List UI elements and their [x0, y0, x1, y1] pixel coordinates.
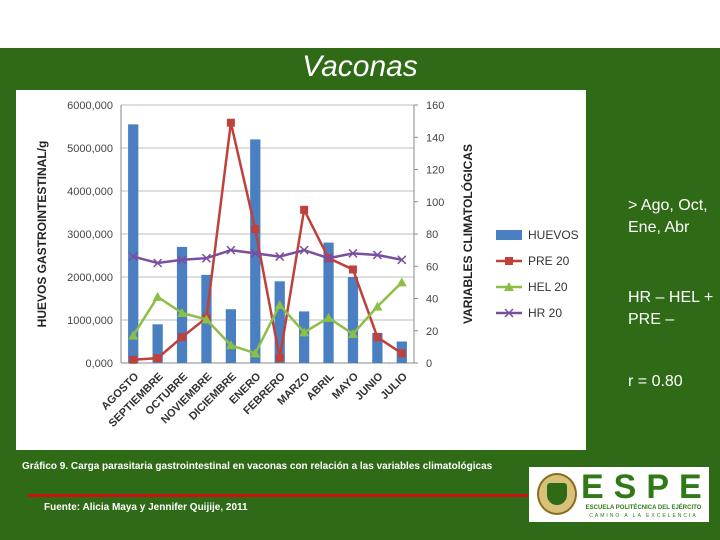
point-hr-20 — [177, 255, 187, 265]
espe-logo: ESPE ESCUELA POLITÉCNICA DEL EJÉRCITO CA… — [529, 467, 709, 522]
point-hel-20 — [299, 327, 310, 337]
point-hel-20 — [201, 314, 212, 324]
point-hr-20 — [128, 252, 138, 262]
x-category-label: ABRIL — [304, 370, 336, 402]
x-category-label: JUNIO — [353, 370, 386, 403]
legend-swatch-huevos — [496, 230, 522, 240]
point-pre-20 — [348, 265, 357, 274]
point-pre-20 — [373, 333, 382, 342]
point-hel-20 — [152, 291, 163, 301]
chart-caption: Gráfico 9. Carga parasitaria gastrointes… — [22, 461, 493, 472]
point-pre-20 — [178, 333, 187, 342]
seal-icon — [537, 473, 577, 515]
y-left-tick-label: 3000,000 — [67, 229, 113, 241]
point-hr-20 — [372, 250, 382, 260]
point-pre-20 — [251, 225, 260, 234]
logo-line1: ESCUELA POLITÉCNICA DEL EJÉRCITO — [585, 505, 702, 511]
line-pre-20 — [133, 122, 403, 362]
point-hel-20 — [372, 301, 383, 311]
legend-label-hel-20: HEL 20 — [528, 280, 568, 294]
y-left-tick-label: 2000,000 — [67, 272, 113, 284]
point-pre-20 — [275, 354, 284, 363]
bar-huevos — [323, 242, 334, 363]
bar-huevos — [128, 124, 139, 363]
point-hel-20 — [396, 277, 407, 287]
y-left-tick-label: 4000,000 — [67, 186, 113, 198]
bar-huevos — [347, 277, 359, 363]
divider-rule — [28, 494, 528, 497]
y-left-tick-label: 0,000 — [85, 358, 113, 370]
point-hel-20 — [274, 299, 285, 309]
point-hr-20 — [250, 248, 260, 258]
legend-label-pre-20: PRE 20 — [528, 254, 570, 268]
chart-panel: 0,000 1000,000 2000,000 3000,000 4000,000 500… — [16, 90, 586, 450]
y-right-tick-label: 120 — [426, 165, 444, 177]
y-right-tick-label: 0 — [426, 358, 432, 370]
y-right-tick-label: 140 — [426, 132, 444, 144]
bar-huevos — [176, 246, 188, 363]
x-category-label: JULIO — [379, 370, 411, 402]
y-left-tick-label: 6000,000 — [67, 100, 113, 112]
note-correlation: HR – HEL + PRE – — [628, 289, 714, 328]
y-right-tick-label: 80 — [426, 229, 438, 241]
y-right-tick-label: 60 — [426, 261, 438, 273]
line-hr-20 — [132, 248, 403, 265]
bar-huevos — [298, 311, 310, 363]
point-hr-20 — [226, 245, 236, 255]
logo-line2: CAMINO A LA EXCELENCIA — [589, 513, 698, 519]
legend-label-hr-20: HR 20 — [528, 306, 562, 320]
point-hel-20 — [225, 340, 236, 350]
legend-label-huevos: HUEVOS — [528, 228, 579, 242]
bar-huevos — [274, 281, 285, 363]
point-pre-20 — [300, 205, 309, 214]
point-hr-20 — [324, 253, 334, 263]
y-right-tick-label: 160 — [426, 100, 444, 112]
note-months: > Ago, Oct, Ene, Abr — [628, 197, 708, 236]
note-r-value: r = 0.80 — [628, 373, 683, 390]
point-hr-20 — [348, 248, 358, 258]
point-hr-20 — [299, 245, 309, 255]
y-left-tick-label: 1000,000 — [67, 315, 113, 327]
point-pre-20 — [153, 354, 162, 363]
y-left-tick-label: 5000,000 — [67, 143, 113, 155]
logo-word: ESPE — [581, 468, 712, 506]
chart: 0,000 1000,000 2000,000 3000,000 4000,000 500… — [35, 100, 579, 430]
bar-huevos — [250, 139, 261, 363]
point-hr-20 — [201, 253, 211, 263]
point-hel-20 — [323, 312, 334, 322]
bar-huevos — [372, 332, 383, 363]
point-hr-20 — [275, 252, 285, 262]
bar-huevos — [152, 324, 163, 363]
point-hel-20 — [128, 330, 139, 340]
legend-marker-hr-20 — [504, 308, 514, 318]
point-hel-20 — [177, 308, 188, 318]
point-hr-20 — [153, 258, 163, 268]
slide-title: Vaconas — [302, 50, 418, 83]
point-hr-20 — [397, 255, 407, 265]
y-left-axis-title: HUEVOS GASTROINTESTINAL/g — [35, 141, 49, 328]
line-hel-20 — [132, 281, 403, 355]
bar-huevos — [225, 309, 237, 363]
point-hel-20 — [347, 328, 358, 338]
legend-marker-pre-20 — [505, 257, 513, 265]
y-right-axis-title: VARIABLES CLIMATOLÓGICAS — [460, 144, 475, 324]
point-hel-20 — [250, 348, 261, 358]
point-pre-20 — [397, 349, 406, 358]
y-right-tick-label: 100 — [426, 197, 444, 209]
point-pre-20 — [226, 118, 235, 127]
y-right-tick-label: 20 — [426, 326, 438, 338]
legend-marker-hel-20 — [504, 282, 514, 291]
point-pre-20 — [129, 355, 138, 364]
source-text: Fuente: Alicia Maya y Jennifer Quijije, … — [44, 502, 248, 513]
y-right-tick-label: 40 — [426, 294, 438, 306]
